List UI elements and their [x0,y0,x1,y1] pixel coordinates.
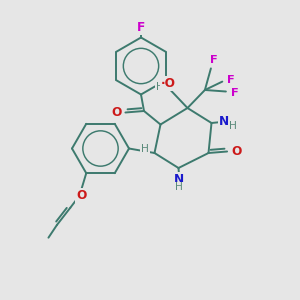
Text: N: N [219,115,229,128]
Text: F: F [210,55,218,65]
Text: H: H [175,182,183,193]
Text: O: O [231,145,241,158]
Text: N: N [174,173,184,186]
Text: H: H [156,82,164,92]
Text: H: H [141,144,149,154]
Text: O: O [112,106,122,119]
Text: ·O: ·O [160,76,175,90]
Text: F: F [137,21,145,34]
Text: F: F [231,88,239,98]
Text: O: O [76,189,86,202]
Text: H: H [229,121,237,131]
Text: F: F [227,75,235,85]
